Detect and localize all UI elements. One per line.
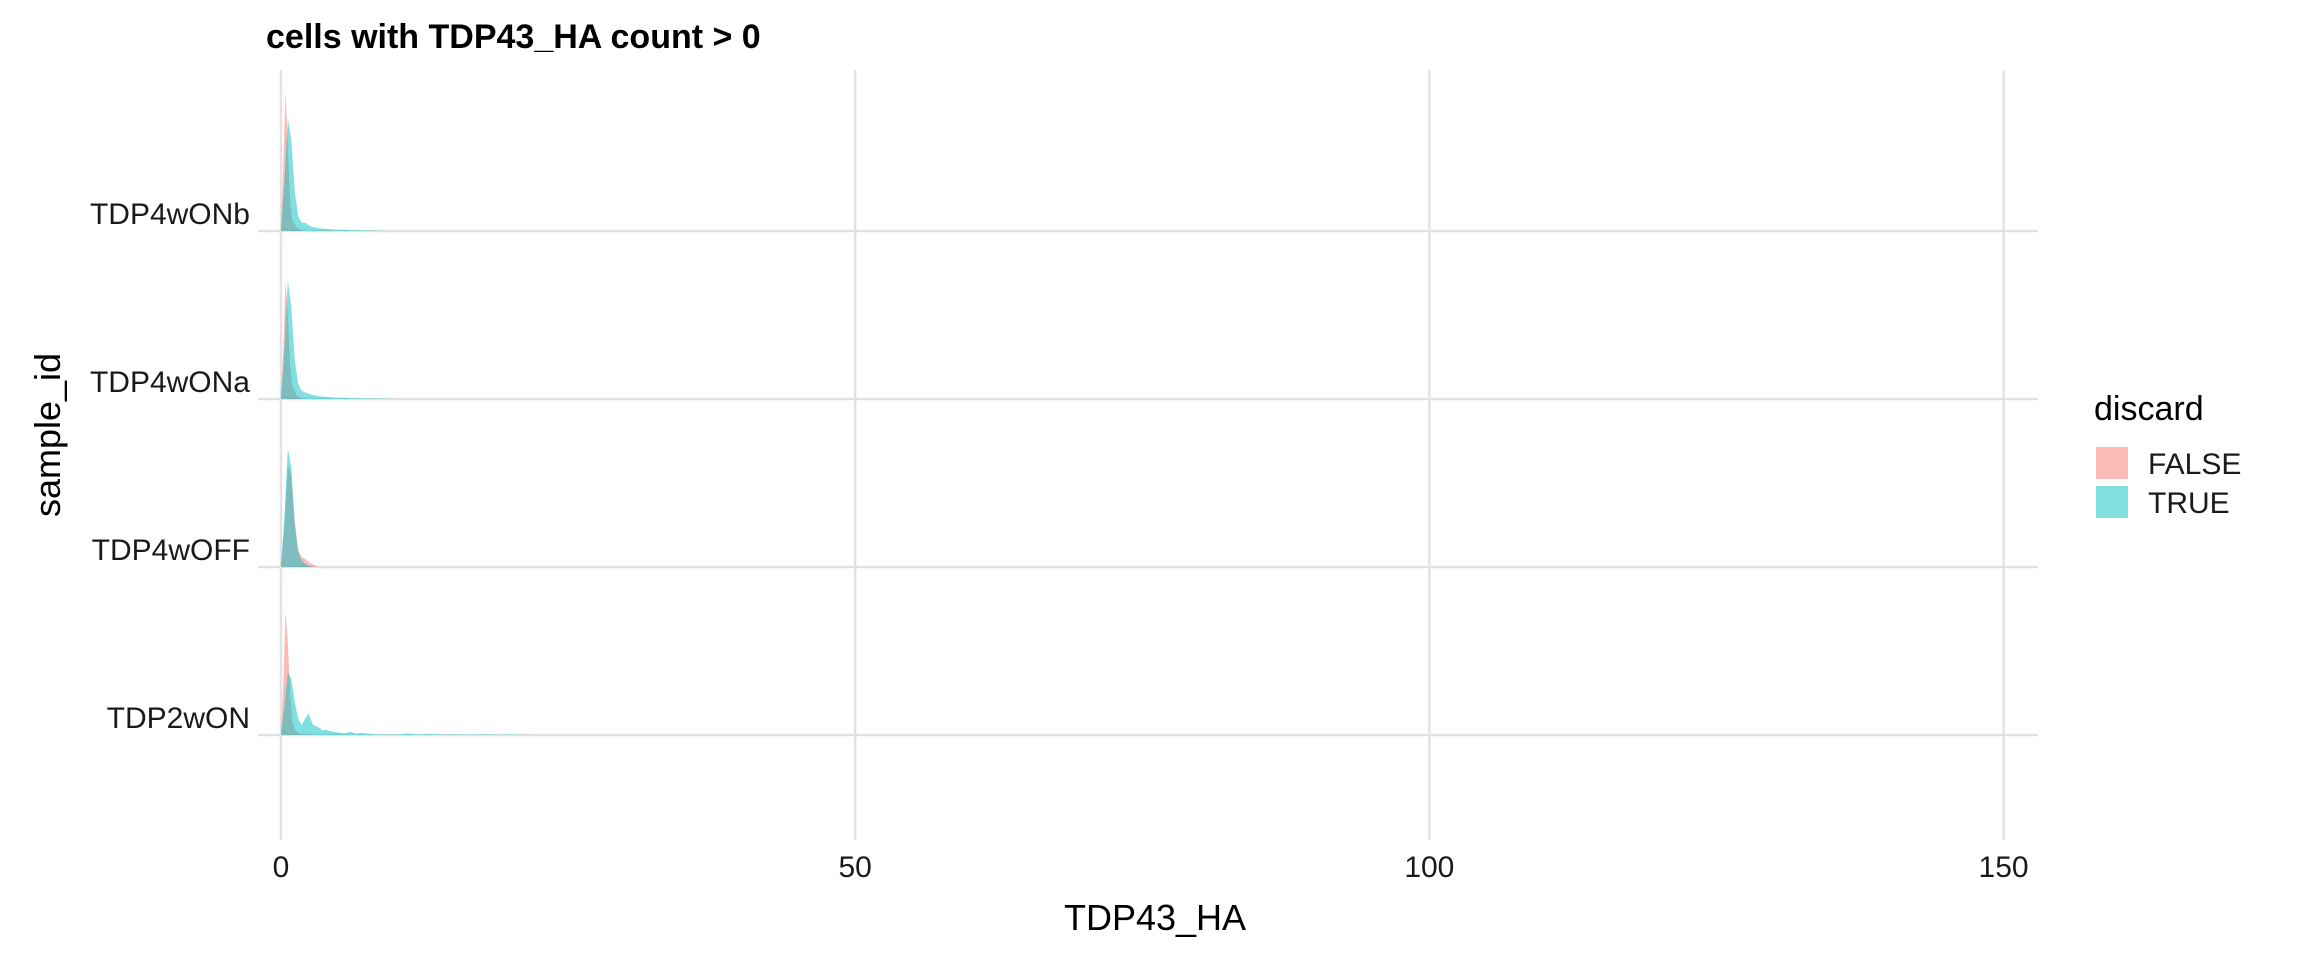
legend-key-TRUE	[2096, 486, 2128, 518]
x-tick-label-100: 100	[1404, 851, 1454, 884]
legend-items: FALSE TRUE	[2096, 447, 2241, 520]
legend-label-TRUE: TRUE	[2148, 487, 2230, 520]
legend-title: discard	[2094, 390, 2204, 428]
x-tick-label-50: 50	[838, 851, 871, 884]
y-axis-title: sample_id	[27, 353, 68, 517]
chart-title: cells with TDP43_HA count > 0	[266, 18, 761, 56]
ridge-layer	[280, 90, 534, 735]
legend: discard FALSE TRUE	[2094, 390, 2241, 520]
ridge-TDP4wOFF-TRUE	[280, 448, 314, 567]
x-axis-title: TDP43_HA	[1064, 897, 1246, 938]
x-tick-label-150: 150	[1979, 851, 2029, 884]
x-tick-label-0: 0	[273, 851, 290, 884]
y-tick-label-TDP2wON: TDP2wON	[107, 702, 250, 735]
axis-layer: 0 50 100 150 TDP2wON TDP4wOFF TDP4wONa TDP4wONb	[90, 198, 2029, 884]
ridge-TDP4wONb-TRUE	[280, 118, 385, 231]
legend-label-FALSE: FALSE	[2148, 448, 2241, 481]
ridge-TDP2wON-TRUE	[280, 672, 534, 735]
grid-layer	[258, 70, 2038, 840]
y-tick-label-TDP4wOFF: TDP4wOFF	[92, 534, 250, 567]
legend-key-FALSE	[2096, 447, 2128, 479]
ridge-TDP4wONa-TRUE	[280, 280, 396, 399]
y-tick-label-TDP4wONb: TDP4wONb	[90, 198, 250, 231]
y-tick-label-TDP4wONa: TDP4wONa	[90, 366, 250, 399]
